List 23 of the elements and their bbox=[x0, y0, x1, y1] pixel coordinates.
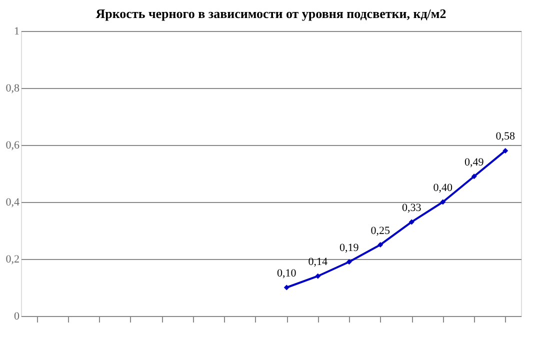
point bbox=[471, 174, 477, 180]
data-label: 0,49 bbox=[464, 156, 484, 168]
point bbox=[346, 259, 352, 265]
point bbox=[440, 199, 446, 205]
point bbox=[284, 284, 290, 290]
point bbox=[502, 148, 508, 154]
chart-title: Яркость черного в зависимости от уровня подсветки, кд/м2 bbox=[96, 6, 446, 21]
point bbox=[378, 242, 384, 248]
y-tick-label: 0 bbox=[14, 310, 20, 322]
data-label: 0,33 bbox=[402, 202, 422, 214]
data-label: 0,58 bbox=[496, 130, 516, 143]
data-label: 0,10 bbox=[277, 268, 297, 280]
data-label: 0,25 bbox=[370, 224, 390, 237]
point bbox=[315, 273, 321, 279]
y-tick-label: 0,6 bbox=[6, 140, 20, 152]
data-label: 0,14 bbox=[308, 256, 328, 268]
point bbox=[408, 219, 414, 225]
y-tick-label: 0,4 bbox=[6, 196, 20, 208]
y-tick-label: 1 bbox=[14, 26, 20, 38]
data-label: 0,19 bbox=[340, 242, 360, 254]
data-label: 0,40 bbox=[433, 182, 453, 194]
y-tick-label: 0,8 bbox=[6, 82, 20, 94]
y-tick-label: 0,2 bbox=[6, 254, 20, 266]
